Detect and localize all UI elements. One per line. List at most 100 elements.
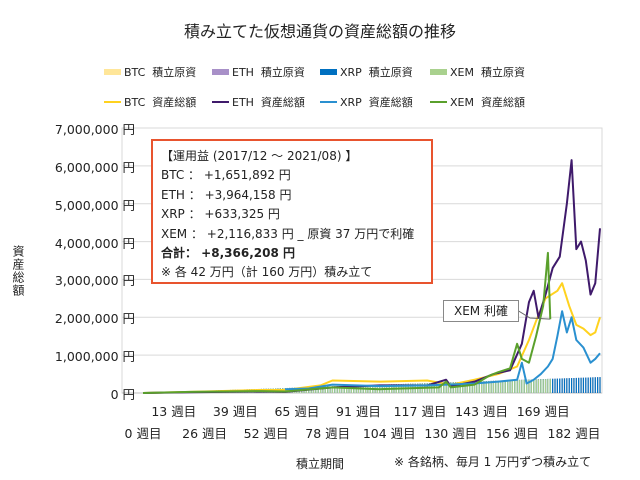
legend-label: XRP 積立原資 [340,66,413,79]
cost-bar [490,381,492,393]
cost-bar [353,385,355,393]
footnote: ※ 各銘柄、毎月 1 万円ずつ積み立て [394,455,592,469]
x-tick-label: 143 週目 [455,404,509,419]
x-tick-label: 78 週目 [305,426,351,441]
cost-bar [599,377,601,393]
legend-label: ETH 積立原資 [232,66,305,79]
cost-bar [540,379,542,393]
y-tick-label: 4,000,000 円 [54,235,135,251]
cost-bar [495,380,497,393]
cost-bar [547,379,549,393]
summary-eth: ETH ： +3,964,158 円 [161,187,292,202]
cost-bar [504,380,506,393]
summary-btc: BTC ： +1,651,892 円 [161,168,291,183]
legend-swatch [104,101,121,103]
legend-label: XEM 積立原資 [450,66,525,79]
cost-bar [563,378,566,393]
cost-bar [488,381,490,393]
series-line [285,310,601,391]
summary-total: 合計： +8,366,208 円 [161,246,295,261]
legend-item: BTC 積立原資 [104,64,196,80]
x-tick-label: 117 週目 [393,404,447,419]
cost-bar [481,381,483,393]
cost-bar [585,377,587,393]
cost-bar [578,377,580,393]
cost-bar [592,377,594,393]
x-tick-label: 13 週目 [151,404,197,419]
cost-bar [552,378,554,393]
cost-bar [559,378,561,393]
legend-item: XEM 積立原資 [430,64,525,80]
cost-bar [336,386,338,393]
cost-bar [589,377,592,393]
legend-label: ETH 資産総額 [232,96,305,109]
cost-bar [502,380,504,393]
cost-bar [343,386,345,393]
cost-bar [355,385,357,393]
y-tick-label: 1,000,000 円 [54,349,135,365]
cost-bar [476,381,478,393]
cost-bar [568,378,570,393]
cost-bar [466,381,468,393]
cost-bar [575,377,577,393]
xem-sell-callout: XEM 利確 [443,300,519,322]
legend-swatch [104,69,121,75]
legend-item: XRP 資産総額 [320,94,413,110]
cost-bar [580,377,582,393]
cost-bar [350,385,352,393]
cost-bar [492,380,495,393]
cost-bar [440,382,442,393]
cost-bar [556,378,558,393]
cost-bar [462,382,464,393]
cost-bar [499,380,502,393]
legend-item: BTC 資産総額 [104,94,196,110]
legend-swatch [430,101,447,103]
cost-bar [329,386,331,393]
cost-bar [535,379,537,393]
cost-bar [537,379,540,393]
cost-bar [331,386,334,393]
cost-bar [544,379,547,393]
cost-bar [346,385,348,393]
cost-bar [447,382,450,393]
cost-bar [597,377,599,393]
cost-bar [485,381,487,393]
series-line [142,282,601,394]
cost-bar [523,379,525,393]
cost-bar [457,382,459,393]
callout-leader [516,309,551,320]
cost-bar [459,382,461,393]
y-axis-label: 資産総額 [11,245,25,297]
cost-bar [511,380,513,393]
legend-label: XEM 資産総額 [450,96,525,109]
cost-bar [341,386,343,393]
cost-bar [478,381,480,393]
cost-bar [587,377,589,393]
cost-bar [469,381,471,393]
summary-xem: XEM ： +2,116,833 円 _ 原資 37 万円で利確 [161,226,415,241]
cost-bar [338,386,341,393]
cost-bar [570,378,573,393]
x-axis-label: 積立期間 [296,457,345,471]
cost-bar [516,380,518,393]
legend-swatch [320,69,337,75]
x-tick-label: 52 週目 [243,426,289,441]
y-tick-label: 3,000,000 円 [54,273,135,289]
legend-item: ETH 積立原資 [212,64,305,80]
summary-note: ※ 各 42 万円（計 160 万円）積み立て [161,265,373,280]
cost-bar [327,386,329,393]
y-tick-label: 5,000,000 円 [54,197,135,213]
legend-item: XRP 積立原資 [320,64,413,80]
cost-bar [561,378,563,393]
cost-bar [334,386,336,393]
x-tick-label: 156 週目 [485,426,539,441]
x-tick-label: 26 週目 [182,426,228,441]
x-tick-label: 0 週目 [124,426,162,441]
cost-bar [525,379,528,393]
legend-label: BTC 積立原資 [124,66,197,79]
cost-bar [514,380,516,393]
legend-swatch [320,101,337,103]
legend-item: XEM 資産総額 [430,94,525,110]
x-tick-label: 65 週目 [274,404,320,419]
legend-swatch [212,69,229,75]
